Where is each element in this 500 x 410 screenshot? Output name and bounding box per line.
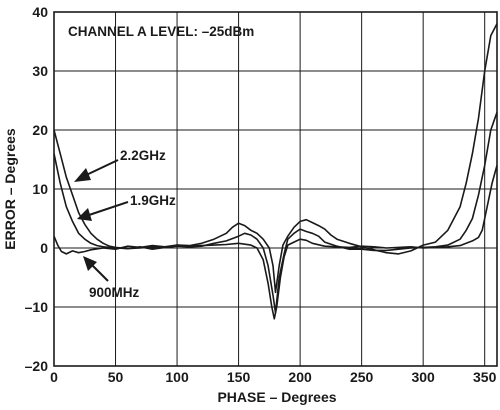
y-tick-label: 10 — [32, 181, 48, 197]
y-axis-title: ERROR – Degrees — [2, 128, 18, 250]
y-tick-label: 20 — [32, 122, 48, 138]
x-tick-label: 250 — [350, 369, 374, 385]
arrow-2-2ghz — [74, 159, 119, 182]
arrow-1-9ghz — [77, 201, 129, 221]
arrow-900mhz — [83, 256, 109, 282]
y-tick-label: 30 — [32, 63, 48, 79]
x-tick-label: 300 — [411, 369, 435, 385]
label-900mhz: 900MHz — [89, 285, 140, 300]
series-line-2-2ghz — [53, 23, 498, 294]
label-1-9ghz: 1.9GHz — [130, 193, 176, 208]
tick-labels: 0 50 100 150 200 250 300 350 –20 –10 0 10 20 30 40 — [25, 4, 497, 385]
x-tick-label: 100 — [165, 369, 189, 385]
grid — [54, 12, 497, 366]
y-tick-label: –20 — [25, 358, 49, 374]
x-tick-label: 0 — [50, 369, 58, 385]
label-2-2ghz: 2.2GHz — [120, 148, 166, 163]
plot-frame — [53, 11, 498, 367]
y-tick-label: 0 — [40, 240, 48, 256]
x-tick-label: 200 — [288, 369, 312, 385]
y-tick-label: –10 — [25, 299, 49, 315]
y-tick-label: 40 — [32, 4, 48, 20]
series-line-900mhz — [53, 165, 498, 320]
x-tick-label: 50 — [108, 369, 124, 385]
channel-level-annotation: CHANNEL A LEVEL: –25dBm — [68, 24, 254, 39]
series-line-1-9ghz — [53, 112, 498, 314]
x-tick-label: 150 — [227, 369, 251, 385]
series-lines — [53, 23, 498, 320]
x-axis-title: PHASE – Degrees — [217, 389, 336, 405]
x-tick-label: 350 — [473, 369, 497, 385]
